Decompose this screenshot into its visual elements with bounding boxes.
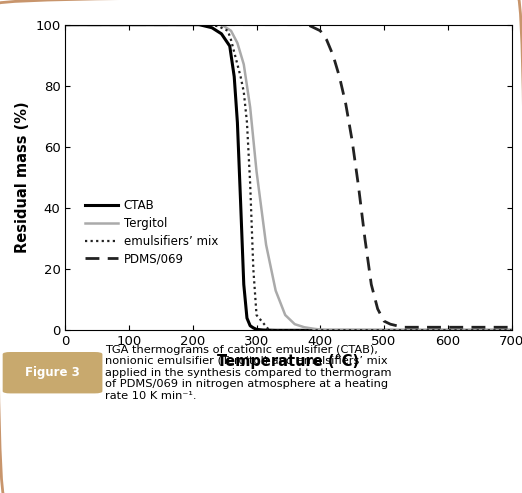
X-axis label: Temperature (°C): Temperature (°C) (217, 353, 360, 369)
Legend: CTAB, Tergitol, emulsifiers’ mix, PDMS/069: CTAB, Tergitol, emulsifiers’ mix, PDMS/0… (80, 195, 223, 270)
Text: Figure 3: Figure 3 (25, 366, 80, 379)
Y-axis label: Residual mass (%): Residual mass (%) (15, 102, 30, 253)
Text: TGA thermograms of cationic emulsifier (CTAB),
nonionic emulsifier (Tergitol) an: TGA thermograms of cationic emulsifier (… (105, 345, 392, 401)
FancyBboxPatch shape (3, 352, 102, 393)
